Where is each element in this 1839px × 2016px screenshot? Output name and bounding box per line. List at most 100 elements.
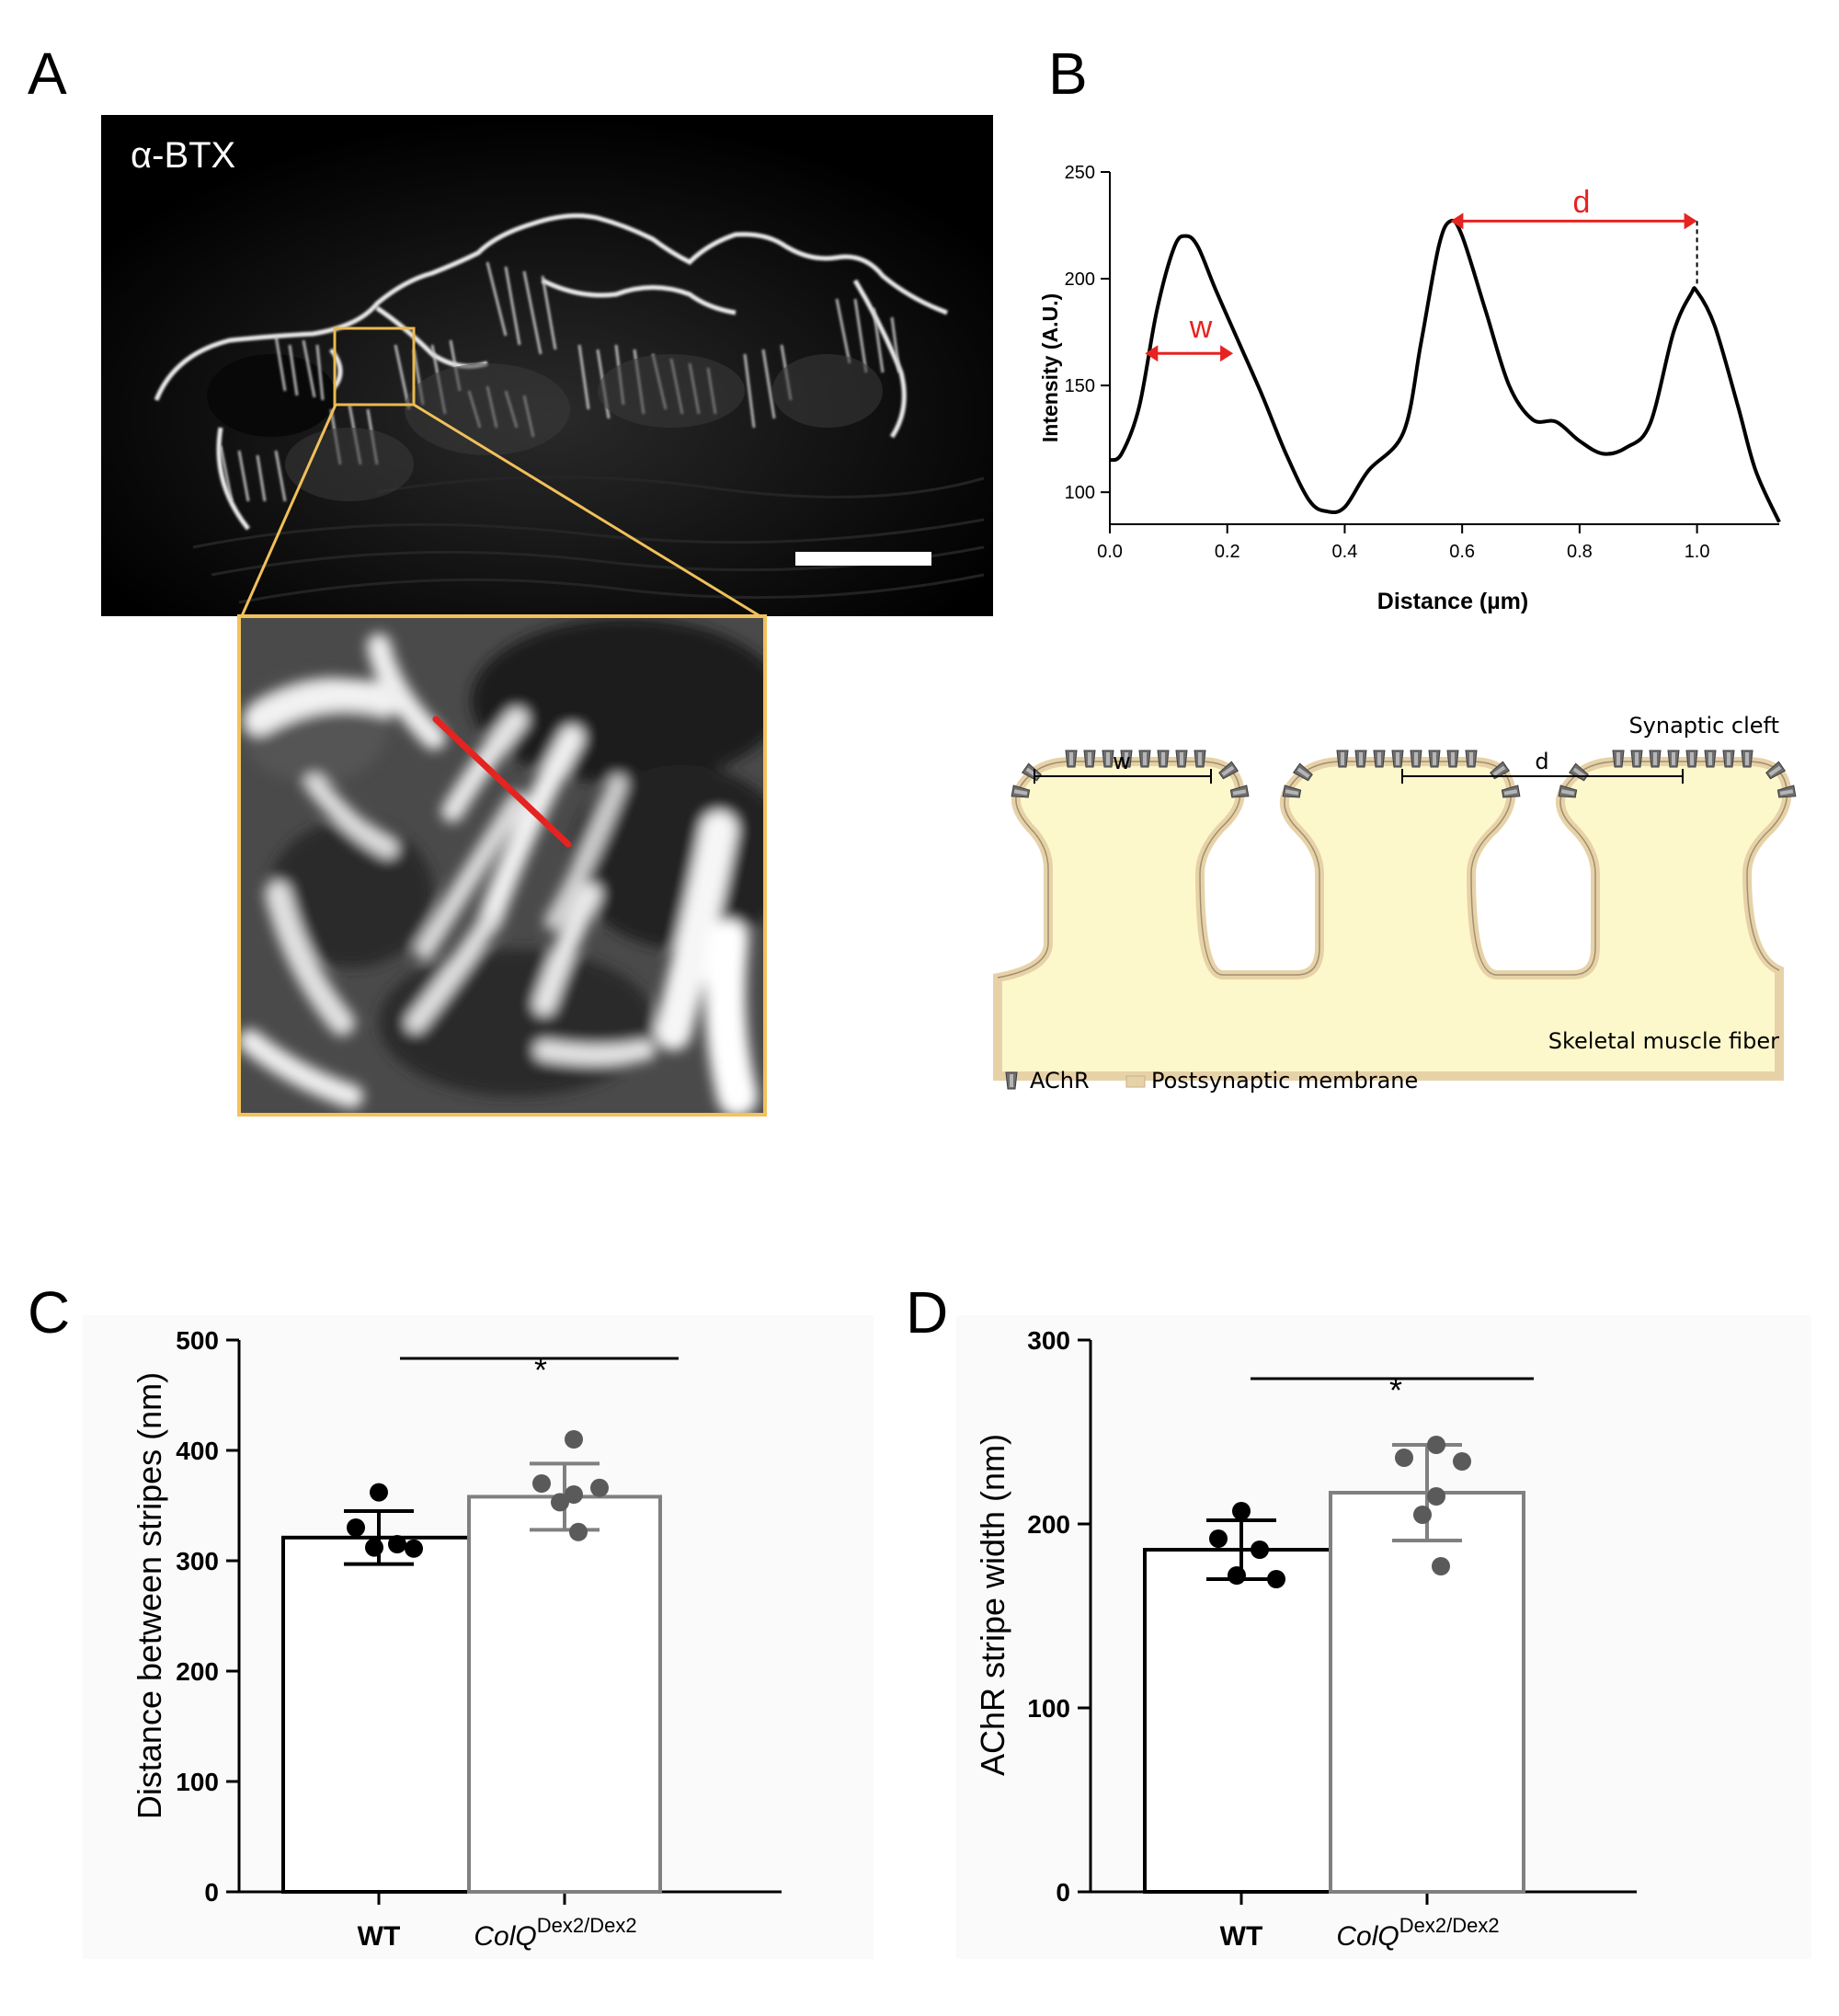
w-label: w xyxy=(1189,310,1213,345)
chart-c-y-tick-label: 500 xyxy=(176,1326,219,1355)
chart-c-data-point xyxy=(370,1483,388,1502)
achr-receptor xyxy=(1373,750,1386,768)
chart-c-y-tick-label: 100 xyxy=(176,1768,219,1796)
diagram-dimension-bars xyxy=(1034,769,1684,784)
chart-c-category-label: WT xyxy=(358,1921,401,1952)
achr-receptor xyxy=(1649,750,1662,768)
profile-axes xyxy=(1109,172,1779,525)
panel-label-b: B xyxy=(1048,40,1088,107)
chart-d-data-point xyxy=(1413,1506,1432,1524)
achr-receptor xyxy=(1630,750,1643,768)
chart-c-data-point xyxy=(590,1478,609,1497)
profile-annotations xyxy=(1145,212,1698,362)
achr-receptor xyxy=(1336,750,1349,768)
profile-y-axis-label: Intensity (A.U.) xyxy=(1038,293,1062,442)
zoom-image xyxy=(241,618,763,1113)
profile-x-tick-label: 0.4 xyxy=(1332,542,1358,562)
chart-c-y-tick-label: 300 xyxy=(176,1547,219,1575)
profile-y-tick-label: 150 xyxy=(1065,376,1095,396)
chart-d-y-axis-label: AChR stripe width (nm) xyxy=(974,1434,1011,1776)
legend-achr-label: AChR xyxy=(1030,1068,1090,1094)
chart-d-category-label: WT xyxy=(1220,1921,1263,1952)
intensity-profile-chart: 100 150 200 250 0.0 0.2 0.4 0.6 0.8 1.0 Intensity… xyxy=(1038,163,1781,614)
chart-c: 0 100 200 300 400 500 WT ColQDex2/Dex2 Distance… xyxy=(83,1315,874,1959)
achr-receptor xyxy=(1446,750,1459,768)
chart-c-data-point xyxy=(388,1535,406,1553)
panel-label-d: D xyxy=(906,1279,949,1346)
achr-receptor xyxy=(1704,750,1717,768)
roi-box xyxy=(333,326,416,407)
chart-c-data-point xyxy=(347,1518,365,1537)
w-arrow xyxy=(1145,345,1234,362)
chart-c-y-tick-label: 400 xyxy=(176,1437,219,1465)
chart-d-y-tick-label: 200 xyxy=(1027,1510,1070,1539)
chart-c-significance: * xyxy=(534,1351,547,1389)
chart-d: 0 100 200 300 WT ColQDex2/Dex2 AChR stripe wi… xyxy=(956,1315,1811,1959)
achr-receptor xyxy=(1741,750,1753,768)
chart-c-bar-colq xyxy=(467,1495,662,1894)
chart-d-data-point xyxy=(1209,1529,1228,1548)
profile-x-tick-label: 1.0 xyxy=(1685,542,1710,562)
d-arrow xyxy=(1450,212,1697,230)
chart-c-category-label: ColQDex2/Dex2 xyxy=(474,1914,636,1952)
chart-d-data-point xyxy=(1432,1557,1450,1575)
chart-c-data-point xyxy=(565,1430,583,1449)
achr-receptor xyxy=(1391,750,1404,768)
legend-achr-swatch xyxy=(1005,1071,1018,1090)
chart-c-data-point xyxy=(532,1474,551,1493)
chart-d-data-point xyxy=(1228,1566,1246,1585)
achr-receptor xyxy=(1428,750,1441,768)
chart-d-data-point xyxy=(1453,1452,1471,1471)
profile-x-tick-label: 0.2 xyxy=(1215,542,1240,562)
chart-d-data-point xyxy=(1267,1570,1285,1588)
achr-receptor xyxy=(1685,750,1698,768)
profile-x-tick-label: 0.8 xyxy=(1567,542,1593,562)
achr-receptor xyxy=(1667,750,1680,768)
profile-x-tick-label: 0.0 xyxy=(1097,542,1123,562)
chart-d-y-tick-label: 300 xyxy=(1027,1326,1070,1355)
profile-y-tick-label: 200 xyxy=(1065,269,1095,290)
chart-d-data-point xyxy=(1427,1436,1445,1454)
chart-c-data-point xyxy=(565,1485,583,1504)
panel-label-c: C xyxy=(28,1279,71,1346)
chart-c-data-point xyxy=(405,1539,423,1558)
achr-receptor xyxy=(1065,750,1078,768)
intensity-curve xyxy=(1109,218,1781,523)
achr-receptor xyxy=(1410,750,1422,768)
chart-d-bar-colq xyxy=(1329,1491,1525,1894)
chart-d-data-point xyxy=(1427,1487,1445,1506)
micrograph-panel: α-BTX xyxy=(101,115,993,616)
stain-label: α-BTX xyxy=(131,135,236,176)
diagram-d-label: d xyxy=(1535,749,1548,774)
achr-receptor xyxy=(1465,750,1478,768)
achr-receptor xyxy=(1194,750,1206,768)
chart-c-y-axis-label: Distance between stripes (nm) xyxy=(131,1372,168,1819)
chart-c-y-tick-label: 0 xyxy=(204,1878,219,1907)
achr-receptor xyxy=(1722,750,1735,768)
chart-d-y-tick-label: 100 xyxy=(1027,1694,1070,1723)
zoom-inset xyxy=(237,614,767,1117)
muscle-fiber-label: Skeletal muscle fiber xyxy=(1548,1028,1779,1054)
chart-d-data-point xyxy=(1251,1541,1269,1559)
chart-d-y-tick-label: 0 xyxy=(1056,1878,1070,1907)
synaptic-cleft-label: Synaptic cleft xyxy=(1628,713,1779,739)
chart-c-data-point xyxy=(569,1522,588,1541)
achr-receptor xyxy=(1083,750,1096,768)
achr-receptor xyxy=(1175,750,1188,768)
d-label: d xyxy=(1573,185,1591,220)
chart-c-y-tick-label: 200 xyxy=(176,1657,219,1686)
chart-d-data-point xyxy=(1395,1449,1413,1467)
achr-receptor xyxy=(1157,750,1170,768)
micrograph-image xyxy=(101,115,993,616)
profile-y-tick-label: 250 xyxy=(1065,163,1095,183)
legend-membrane-swatch xyxy=(1125,1075,1146,1088)
profile-line xyxy=(432,716,572,848)
chart-d-data-point xyxy=(1232,1502,1251,1520)
achr-receptor xyxy=(1138,750,1151,768)
scale-bar xyxy=(795,552,931,566)
chart-d-significance: * xyxy=(1389,1371,1402,1409)
panel-label-a: A xyxy=(28,40,67,107)
achr-receptor xyxy=(1612,750,1625,768)
chart-d-category-label: ColQDex2/Dex2 xyxy=(1336,1914,1499,1952)
